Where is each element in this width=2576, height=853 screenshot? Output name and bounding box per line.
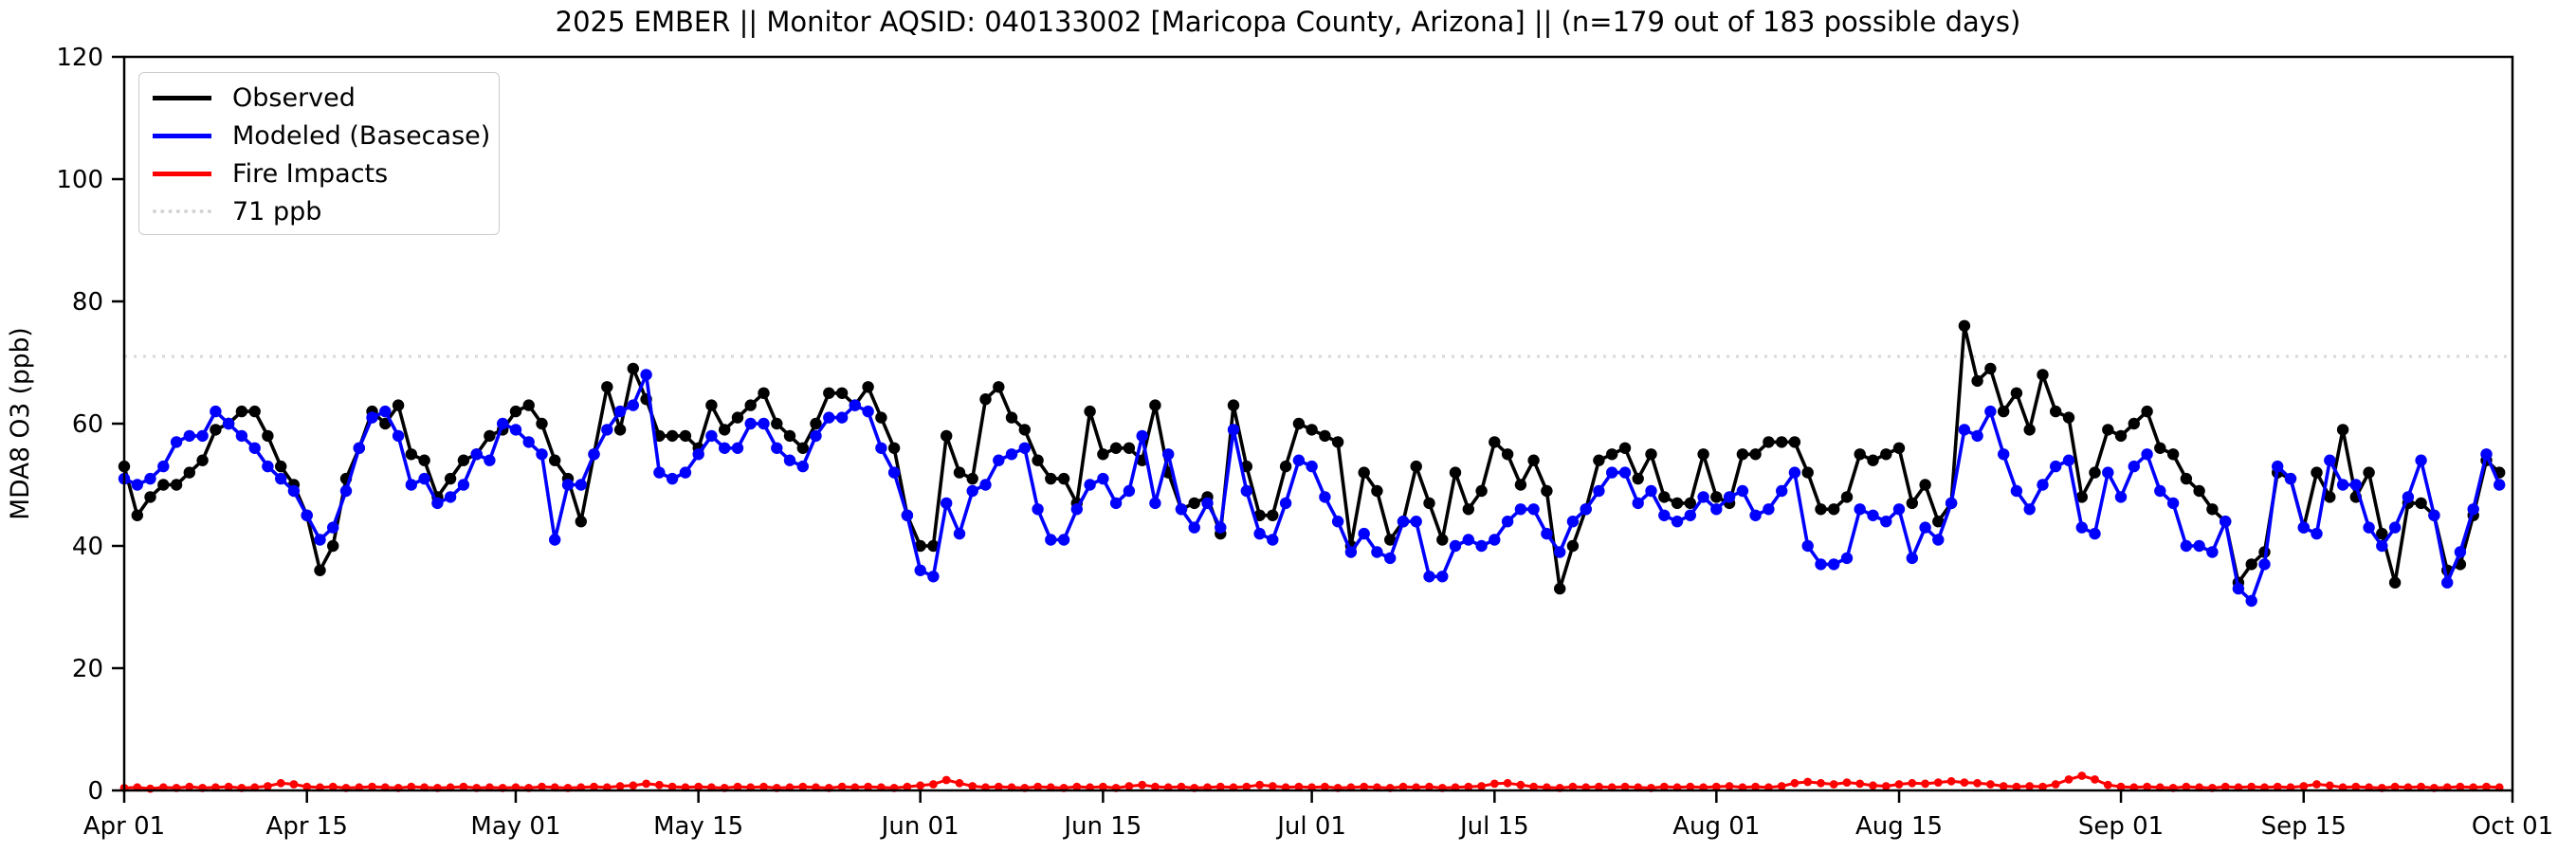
legend-item-observed: Observed	[147, 79, 499, 117]
legend-label-modeled: Modeled (Basecase)	[232, 120, 491, 151]
x-tick-label: May 01	[470, 812, 560, 841]
chart-title: 2025 EMBER || Monitor AQSID: 040133002 […	[555, 6, 2021, 38]
y-tick-label: 100	[56, 166, 103, 194]
y-tick-label: 60	[72, 410, 103, 439]
legend-label-observed: Observed	[232, 82, 356, 113]
legend-label-threshold: 71 ppb	[232, 196, 322, 227]
x-tick-label: Jul 15	[1458, 812, 1529, 841]
x-tick-label: Aug 15	[1855, 812, 1943, 841]
legend-item-modeled: Modeled (Basecase)	[147, 117, 499, 154]
legend-item-threshold: 71 ppb	[147, 192, 499, 230]
x-tick-label: Jun 15	[1062, 812, 1142, 841]
x-tick-label: Jul 01	[1275, 812, 1346, 841]
x-tick-label: Apr 15	[266, 812, 348, 841]
modeled-series	[118, 369, 2506, 608]
x-tick-label: Sep 15	[2261, 812, 2347, 841]
x-tick-label: Oct 01	[2472, 812, 2553, 841]
threshold-line-swatch	[153, 209, 211, 213]
legend-label-fire-impacts: Fire Impacts	[232, 158, 389, 189]
observed-line-swatch	[153, 95, 211, 100]
x-tick-label: Sep 01	[2078, 812, 2164, 841]
y-tick-label: 20	[72, 655, 103, 683]
y-tick-label: 120	[56, 44, 103, 72]
x-tick-label: May 15	[653, 812, 743, 841]
legend: Observed Modeled (Basecase) Fire Impacts…	[138, 72, 500, 235]
x-tick-label: Jun 01	[880, 812, 959, 841]
y-tick-label: 0	[87, 777, 103, 806]
x-tick-label: Aug 01	[1672, 812, 1760, 841]
fire-impacts-line-swatch	[153, 171, 211, 176]
y-axis-label: MDA8 O3 (ppb)	[6, 327, 35, 520]
x-tick-label: Apr 01	[83, 812, 165, 841]
y-tick-label: 80	[72, 288, 103, 317]
y-tick-label: 40	[72, 533, 103, 561]
modeled-line-swatch	[153, 133, 211, 138]
y-axis: 0 20 40 60 80 100 120	[56, 44, 124, 806]
x-axis: Apr 01 Apr 15 May 01 May 15 Jun 01 Jun 15 Jul …	[83, 790, 2553, 841]
legend-item-fire-impacts: Fire Impacts	[147, 154, 499, 192]
